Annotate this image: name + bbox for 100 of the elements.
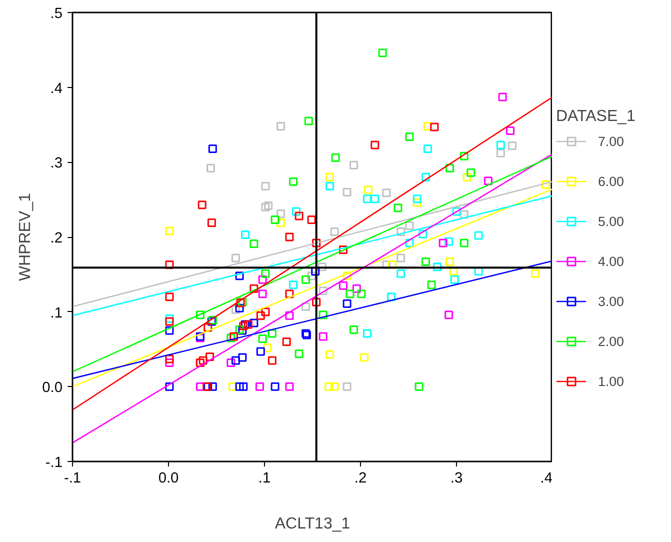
point: [238, 326, 247, 335]
y-tick-label: .2: [50, 230, 63, 246]
point: [250, 318, 258, 328]
point: [326, 350, 334, 359]
y-tick-label: 0.0: [42, 380, 62, 396]
point: [276, 218, 286, 228]
legend-label: 5.00: [598, 214, 624, 228]
legend-title: DATASE_1: [556, 108, 636, 126]
point: [206, 164, 215, 172]
point: [250, 239, 258, 248]
point: [256, 347, 265, 356]
point: [342, 299, 352, 308]
point: [307, 216, 316, 224]
point: [388, 260, 396, 269]
point: [230, 332, 238, 341]
point: [460, 152, 468, 160]
point: [198, 356, 208, 365]
point: [204, 323, 212, 332]
point: [364, 186, 372, 194]
point: [414, 382, 424, 391]
point: [208, 382, 217, 391]
y-tick-label: .1: [50, 305, 63, 322]
point: [362, 329, 372, 338]
point: [396, 228, 406, 236]
point: [264, 201, 273, 210]
x-axis-title: ACLT13_1: [274, 516, 350, 532]
point: [350, 160, 358, 170]
point: [289, 177, 298, 186]
point: [294, 349, 304, 358]
point: [370, 194, 380, 204]
point: [412, 198, 422, 207]
x-tick-label: .2: [354, 470, 367, 486]
point: [446, 257, 454, 266]
point: [466, 168, 476, 177]
point: [405, 132, 414, 141]
point: [450, 275, 459, 284]
legend-label: 3.00: [598, 294, 624, 308]
point: [226, 358, 236, 367]
point: [276, 122, 286, 130]
point: [412, 194, 422, 204]
point: [370, 140, 380, 150]
point: [330, 382, 339, 391]
point: [357, 290, 366, 298]
point: [196, 310, 204, 320]
point: [165, 382, 174, 391]
point: [231, 254, 240, 262]
point: [196, 382, 204, 391]
point: [165, 314, 174, 323]
point: [352, 284, 361, 293]
point: [324, 382, 334, 391]
point: [165, 260, 174, 269]
point: [338, 245, 348, 254]
point: [231, 356, 240, 365]
point: [530, 269, 540, 278]
point: [342, 272, 352, 280]
point: [350, 326, 358, 334]
point: [239, 382, 248, 391]
x-tick-label: .1: [258, 470, 271, 486]
point: [506, 126, 515, 135]
point: [302, 275, 310, 284]
point: [261, 182, 270, 190]
y-tick-label: .5: [50, 6, 63, 22]
y-tick-label: -.1: [45, 455, 63, 471]
point: [433, 262, 442, 272]
point: [226, 334, 236, 342]
point: [285, 382, 294, 391]
point: [235, 304, 244, 312]
point: [165, 354, 174, 364]
point: [261, 308, 270, 316]
point: [165, 326, 174, 335]
point: [285, 232, 294, 242]
point: [207, 218, 216, 228]
legend-label: 7.00: [598, 134, 624, 148]
point: [452, 207, 461, 216]
point: [270, 216, 280, 224]
point: [238, 353, 247, 362]
point: [268, 329, 276, 338]
point: [405, 238, 414, 248]
point: [342, 382, 352, 391]
point: [165, 292, 174, 302]
point: [285, 311, 294, 320]
y-tick-label: .4: [50, 80, 63, 97]
y-axis-title: WHPREV_1: [17, 192, 34, 282]
point: [285, 290, 294, 298]
point: [241, 230, 250, 240]
point: [231, 305, 240, 314]
point: [338, 281, 348, 290]
point: [261, 202, 270, 212]
point: [382, 188, 391, 198]
point: [312, 238, 321, 248]
point: [382, 260, 391, 269]
point: [165, 358, 174, 367]
point: [423, 122, 432, 130]
point: [235, 382, 244, 391]
point: [165, 317, 174, 326]
x-tick-label: .4: [540, 470, 553, 486]
y-tick-label: .3: [50, 156, 63, 172]
point: [256, 311, 265, 320]
point: [386, 292, 396, 302]
point: [326, 172, 334, 182]
